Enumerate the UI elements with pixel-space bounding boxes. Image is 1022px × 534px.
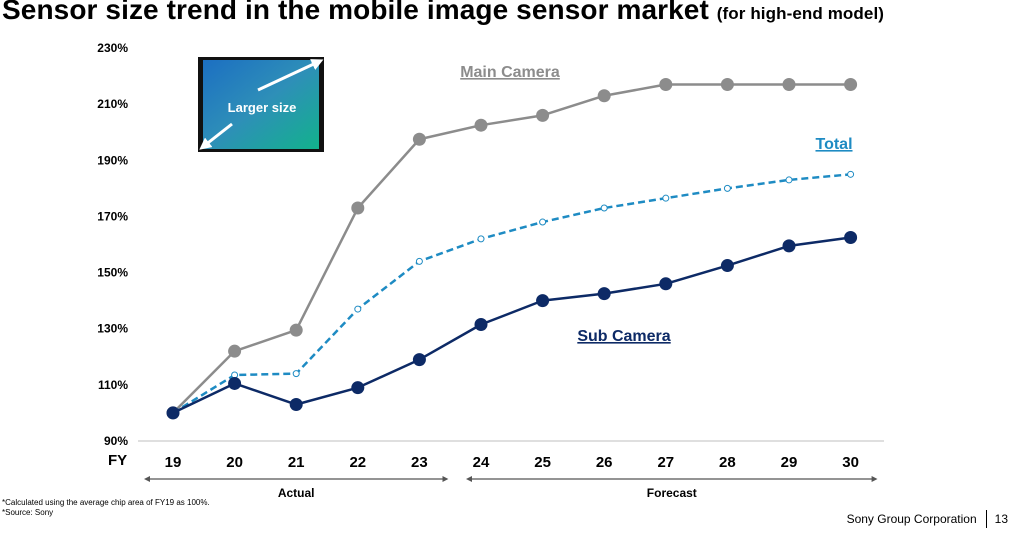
data-point — [354, 305, 362, 313]
x-tick-label: 27 — [657, 454, 674, 471]
data-point — [847, 170, 855, 178]
y-tick-label: 130% — [97, 322, 128, 336]
period-actual-label: Actual — [278, 486, 315, 500]
data-point — [782, 77, 796, 91]
data-point — [600, 204, 608, 212]
series-label-total: Total — [815, 136, 852, 153]
data-point — [662, 194, 670, 202]
data-point — [539, 218, 547, 226]
series-layer — [166, 77, 858, 420]
footer-page-number: 13 — [994, 512, 1008, 526]
footnote-calculation: *Calculated using the average chip area … — [2, 498, 210, 507]
y-tick-label: 170% — [97, 209, 128, 223]
x-tick-label: 28 — [719, 454, 736, 471]
x-axis-ticks: 19 20 21 22 23 24 25 26 27 28 29 30 — [165, 454, 859, 471]
page-title: Sensor size trend in the mobile image se… — [2, 0, 884, 26]
x-axis-label: FY — [108, 452, 127, 469]
data-point — [720, 259, 734, 273]
series-label-sub-camera: Sub Camera — [577, 328, 670, 345]
y-tick-label: 110% — [98, 378, 128, 392]
data-point — [289, 398, 303, 412]
x-tick-label: 25 — [534, 454, 551, 471]
x-tick-label: 23 — [411, 454, 428, 471]
series-line-total — [172, 173, 851, 414]
y-tick-label: 150% — [97, 266, 128, 280]
data-point — [844, 77, 858, 91]
data-point — [659, 277, 673, 291]
data-point — [720, 77, 734, 91]
data-point — [415, 257, 423, 265]
x-tick-label: 29 — [781, 454, 798, 471]
x-tick-label: 26 — [596, 454, 613, 471]
data-point — [474, 118, 488, 132]
data-point — [292, 370, 300, 378]
page-footer: Sony Group Corporation 13 — [847, 509, 1008, 529]
data-point — [351, 381, 365, 395]
series-line-sub-camera — [172, 236, 851, 415]
data-point — [412, 353, 426, 367]
data-point — [166, 406, 180, 420]
series-sub-camera — [166, 230, 858, 420]
data-point — [782, 239, 796, 253]
title-text: Sensor size trend in the mobile image se… — [2, 0, 709, 25]
series-main-camera — [166, 77, 858, 420]
series-label-main-camera: Main Camera — [460, 64, 560, 81]
data-point — [659, 77, 673, 91]
expand-arrow-icon — [199, 122, 233, 150]
x-tick-label: 19 — [165, 454, 182, 471]
footer-company: Sony Group Corporation — [846, 512, 977, 526]
series-total — [169, 170, 855, 417]
period-forecast-label: Forecast — [647, 486, 697, 500]
y-tick-label: 230% — [97, 41, 128, 55]
x-tick-label: 20 — [226, 454, 243, 471]
data-point — [474, 318, 488, 332]
data-point — [351, 201, 365, 215]
data-point — [723, 184, 731, 192]
data-point — [536, 108, 550, 122]
sensor-inset-graphic: Larger size — [198, 57, 324, 152]
data-point — [477, 235, 485, 243]
expand-arrow-icon — [257, 59, 324, 92]
data-point — [785, 176, 793, 184]
y-axis-ticks: 90% 110% 130% 150% 170% 190% 210% 230% — [97, 41, 128, 448]
footnote-source: *Source: Sony — [2, 508, 54, 517]
data-point — [412, 132, 426, 146]
footer-divider — [985, 510, 987, 528]
data-point — [289, 323, 303, 337]
y-tick-label: 90% — [104, 434, 128, 448]
y-tick-label: 190% — [97, 153, 128, 167]
series-line-main-camera — [172, 83, 851, 414]
inset-label: Larger size — [228, 100, 297, 115]
x-tick-label: 22 — [349, 454, 366, 471]
data-point — [228, 344, 242, 358]
data-point — [844, 230, 858, 244]
data-point — [597, 89, 611, 103]
data-point — [597, 287, 611, 301]
data-point — [228, 376, 242, 390]
x-tick-label: 21 — [288, 454, 305, 471]
x-tick-label: 30 — [842, 454, 859, 471]
data-point — [536, 294, 550, 308]
title-subtitle: (for high-end model) — [716, 4, 885, 23]
y-tick-label: 210% — [97, 97, 128, 111]
x-tick-label: 24 — [473, 454, 490, 471]
